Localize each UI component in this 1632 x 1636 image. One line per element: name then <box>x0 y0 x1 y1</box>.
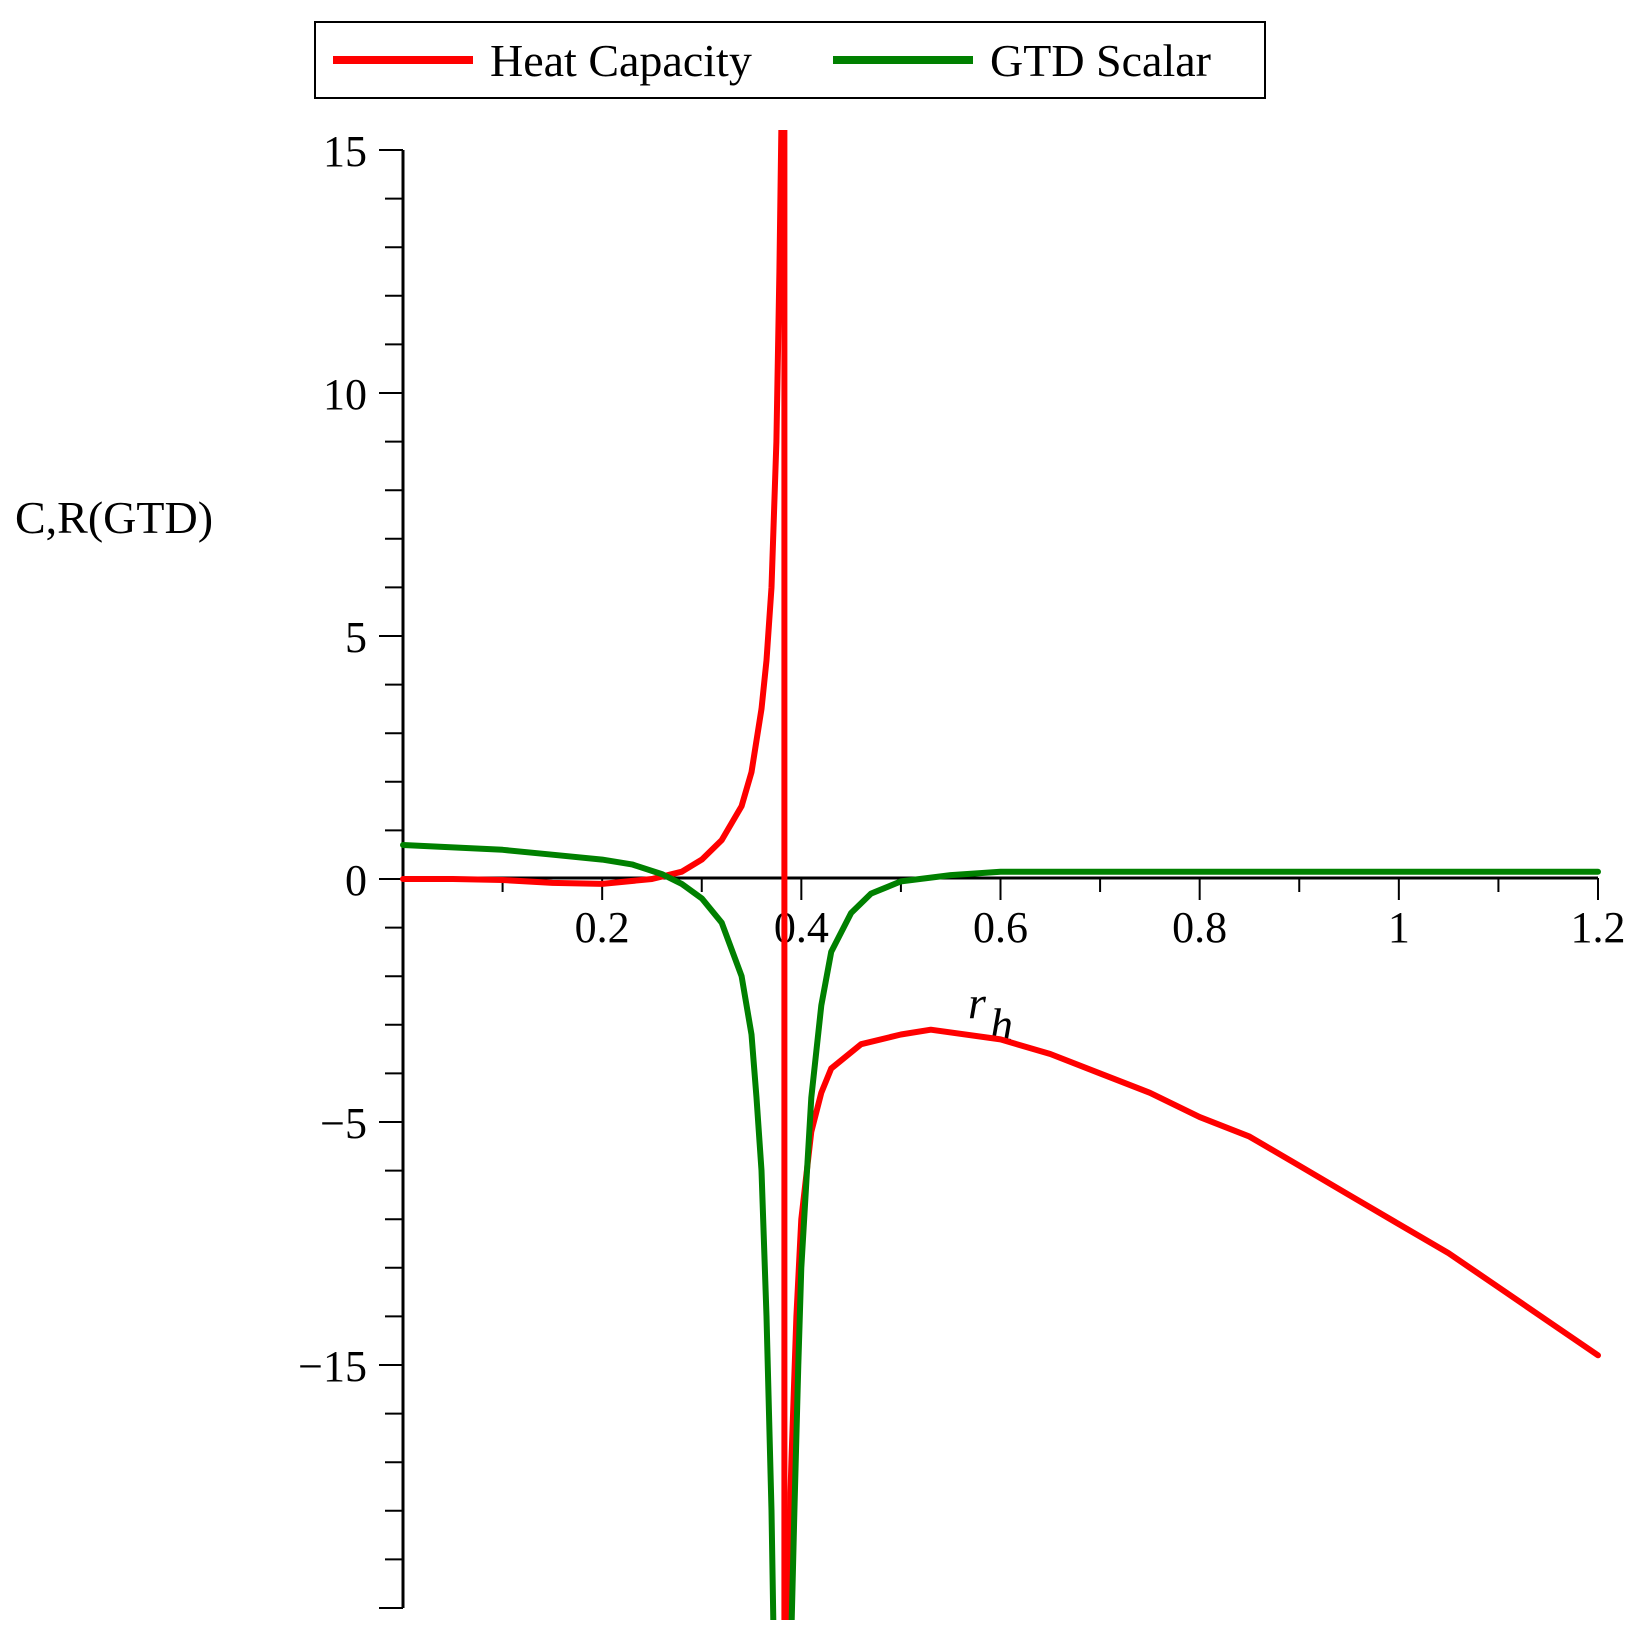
x-tick-label: 0.8 <box>1172 903 1227 952</box>
series-gtd-scalar <box>400 842 1601 1620</box>
x-tick-label: 0.2 <box>575 903 630 952</box>
x-tick-label: 1 <box>1388 903 1410 952</box>
y-axis-title: C,R(GTD) <box>15 492 213 543</box>
series-layer <box>400 130 1601 1620</box>
legend-label-heat-capacity: Heat Capacity <box>490 35 752 86</box>
series-line <box>788 868 1601 1620</box>
series-line <box>783 1026 1601 1620</box>
series-line <box>400 842 777 1620</box>
x-tick-label: 0.6 <box>973 903 1028 952</box>
y-tick-label: 10 <box>323 370 367 419</box>
legend: Heat Capacity GTD Scalar <box>314 21 1266 99</box>
x-tick-label: 1.2 <box>1571 903 1626 952</box>
y-tick-label: −15 <box>298 1342 367 1391</box>
y-tick-label: 0 <box>345 856 367 905</box>
y-tick-label: 5 <box>345 613 367 662</box>
y-tick-label: −5 <box>320 1099 367 1148</box>
legend-box <box>314 21 1266 99</box>
series-line <box>400 130 785 887</box>
x-axis-title-main: r <box>968 977 987 1028</box>
y-tick-label: 15 <box>323 127 367 176</box>
legend-label-gtd-scalar: GTD Scalar <box>990 35 1211 86</box>
